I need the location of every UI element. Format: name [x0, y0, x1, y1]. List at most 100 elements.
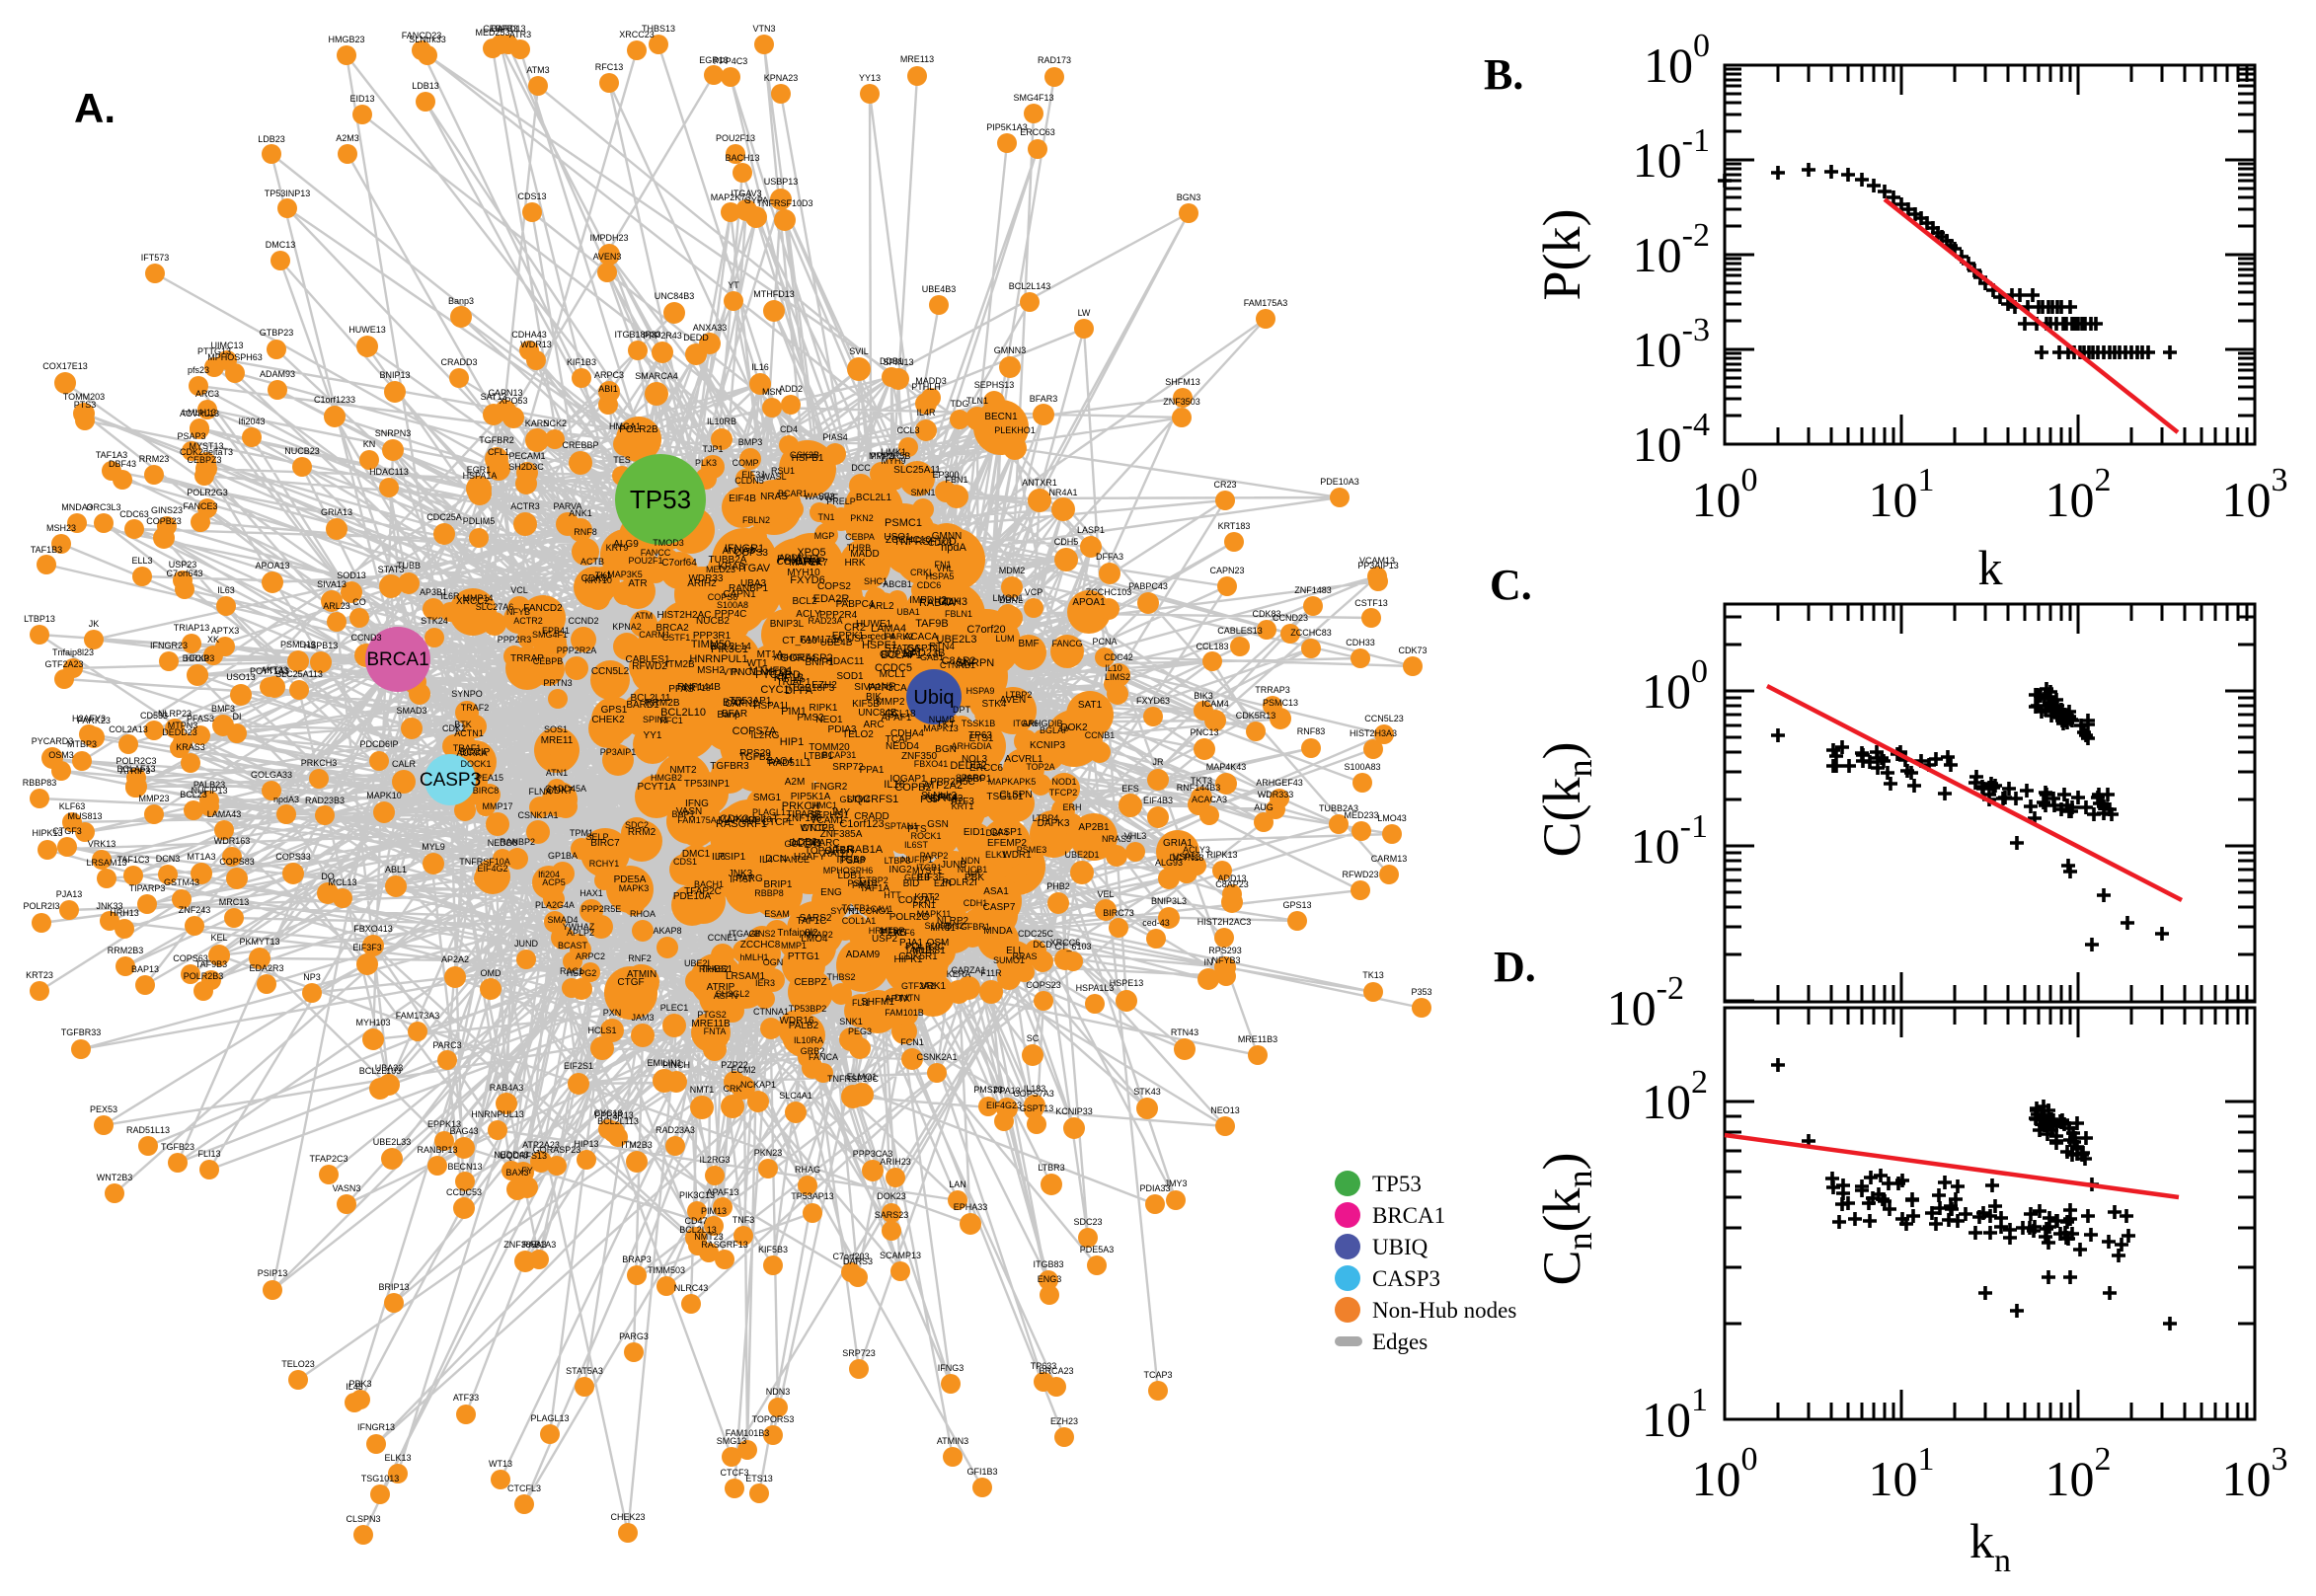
svg-text:POLR2B: POLR2B [619, 424, 658, 435]
svg-text:BCCIP3: BCCIP3 [183, 653, 215, 663]
svg-text:k: k [1978, 540, 2003, 595]
svg-text:ARL23: ARL23 [323, 601, 350, 611]
svg-text:IL18: IL18 [884, 779, 904, 791]
svg-text:CDH1: CDH1 [964, 898, 988, 908]
svg-text:EIF3F3: EIF3F3 [352, 943, 382, 952]
svg-text:BCL2L11: BCL2L11 [631, 693, 671, 704]
svg-text:PPP4C3: PPP4C3 [714, 56, 748, 66]
svg-text:ELL3: ELL3 [131, 556, 152, 566]
svg-text:NMT23: NMT23 [694, 1232, 724, 1242]
svg-text:ABL1: ABL1 [385, 865, 407, 874]
svg-text:BNIP1: BNIP1 [806, 657, 834, 668]
svg-text:npdA3: npdA3 [273, 795, 299, 804]
svg-text:WDR13: WDR13 [520, 340, 552, 349]
svg-text:SMN1: SMN1 [910, 488, 935, 497]
svg-text:IL6: IL6 [712, 852, 726, 863]
svg-text:RASGRF13: RASGRF13 [701, 1240, 748, 1250]
svg-text:CCND2: CCND2 [568, 616, 598, 626]
svg-text:VASN: VASN [676, 806, 703, 817]
svg-text:PSME3: PSME3 [1017, 845, 1047, 855]
svg-text:TP53: TP53 [1372, 1172, 1422, 1196]
svg-text:CDH5: CDH5 [1054, 537, 1079, 547]
svg-text:ECM2: ECM2 [731, 1065, 755, 1075]
svg-text:CDK8: CDK8 [581, 573, 608, 584]
svg-text:ARL2: ARL2 [869, 601, 893, 612]
svg-text:CLDN5: CLDN5 [734, 476, 764, 486]
svg-text:GOLGA33: GOLGA33 [251, 770, 292, 780]
svg-text:PIAS4: PIAS4 [822, 432, 848, 442]
svg-text:CRK: CRK [723, 1084, 741, 1094]
svg-text:TAF1A: TAF1A [860, 883, 890, 894]
svg-text:NLRP23: NLRP23 [158, 709, 192, 719]
svg-text:KRAS3: KRAS3 [176, 742, 205, 752]
svg-text:HSPA1L3: HSPA1L3 [1076, 983, 1115, 993]
svg-text:MUS813: MUS813 [67, 811, 102, 821]
svg-text:EID1: EID1 [964, 827, 986, 838]
svg-text:CCNB1: CCNB1 [1085, 730, 1116, 740]
svg-text:TKT: TKT [937, 720, 956, 730]
svg-text:POLR2C: POLR2C [905, 942, 945, 952]
svg-text:POU2F13: POU2F13 [716, 133, 755, 143]
svg-text:CARM13: CARM13 [1371, 854, 1408, 864]
svg-text:CT_6103: CT_6103 [1054, 942, 1091, 951]
svg-text:ARHGEF43: ARHGEF43 [1256, 778, 1303, 788]
svg-text:XRCC6: XRCC6 [1050, 938, 1081, 948]
svg-text:VCAM1: VCAM1 [811, 815, 845, 826]
svg-text:BRCA1: BRCA1 [366, 649, 428, 670]
svg-text:PARC: PARC [812, 838, 839, 849]
svg-text:GRIA13: GRIA13 [321, 507, 352, 517]
svg-text:ATN1: ATN1 [546, 768, 568, 778]
svg-text:CAPN13: CAPN13 [488, 388, 522, 398]
svg-text:TUBB2A: TUBB2A [709, 555, 747, 566]
svg-text:TCAP: TCAP [886, 734, 912, 745]
svg-text:HIST2H3A3: HIST2H3A3 [1350, 728, 1397, 738]
svg-text:KRT1: KRT1 [952, 801, 974, 811]
svg-text:FXYD63: FXYD63 [1136, 696, 1170, 706]
svg-text:UBA1: UBA1 [896, 607, 920, 617]
svg-text:HUWE13: HUWE13 [348, 325, 386, 335]
svg-text:ADD13: ADD13 [1217, 874, 1246, 883]
svg-text:ced-43: ced-43 [1142, 918, 1170, 928]
svg-text:RTN4: RTN4 [929, 642, 955, 652]
svg-text:TRIAP13: TRIAP13 [174, 623, 210, 633]
svg-text:RAD51L13: RAD51L13 [126, 1125, 170, 1135]
svg-text:GAB1: GAB1 [920, 652, 944, 662]
svg-text:IFNGR23: IFNGR23 [150, 641, 188, 650]
svg-text:ZNF350: ZNF350 [901, 751, 938, 762]
svg-text:CDHA43: CDHA43 [511, 330, 547, 340]
svg-text:CTCF3: CTCF3 [721, 1468, 749, 1478]
svg-text:EID13: EID13 [349, 94, 374, 104]
svg-text:C7orf643: C7orf643 [166, 569, 202, 578]
svg-text:VCL: VCL [510, 585, 528, 595]
svg-text:DMTN: DMTN [894, 993, 920, 1003]
svg-text:MED233: MED233 [1344, 810, 1378, 820]
svg-text:SPARC: SPARC [956, 773, 986, 783]
svg-text:ASA1: ASA1 [983, 886, 1009, 897]
svg-text:BRAP: BRAP [796, 556, 825, 568]
svg-text:ITGA6: ITGA6 [1013, 719, 1039, 728]
svg-text:EPHA3: EPHA3 [931, 794, 964, 804]
svg-text:DCD: DCD [1033, 940, 1052, 950]
svg-text:FAM173A3: FAM173A3 [396, 1011, 440, 1021]
svg-text:IMPDH2: IMPDH2 [909, 595, 947, 606]
svg-text:EPB41: EPB41 [542, 626, 570, 636]
svg-text:HDAC113: HDAC113 [369, 467, 409, 477]
svg-text:MTBP: MTBP [880, 926, 904, 936]
svg-text:SLC25A11: SLC25A11 [893, 465, 941, 476]
svg-text:XRCC23: XRCC23 [619, 30, 655, 39]
svg-text:CHEK2: CHEK2 [591, 715, 625, 725]
svg-text:CAPZA1: CAPZA1 [951, 965, 985, 975]
svg-text:ABI1: ABI1 [598, 384, 618, 394]
svg-text:PARK2: PARK2 [886, 632, 914, 642]
svg-text:RBBP8: RBBP8 [754, 888, 784, 898]
svg-text:TFAP2C3: TFAP2C3 [309, 1154, 347, 1164]
svg-text:PARVA: PARVA [553, 501, 581, 511]
svg-text:COL2A1: COL2A1 [898, 895, 937, 906]
svg-text:CTCF: CTCF [802, 823, 828, 834]
svg-text:KIF5B3: KIF5B3 [758, 1245, 788, 1254]
svg-text:GTF2A2: GTF2A2 [901, 981, 935, 991]
svg-text:KRT2: KRT2 [914, 892, 940, 903]
svg-text:DAPK3: DAPK3 [1038, 818, 1070, 829]
svg-text:CALR: CALR [392, 759, 417, 769]
svg-text:TNFRSF10D: TNFRSF10D [893, 536, 957, 548]
